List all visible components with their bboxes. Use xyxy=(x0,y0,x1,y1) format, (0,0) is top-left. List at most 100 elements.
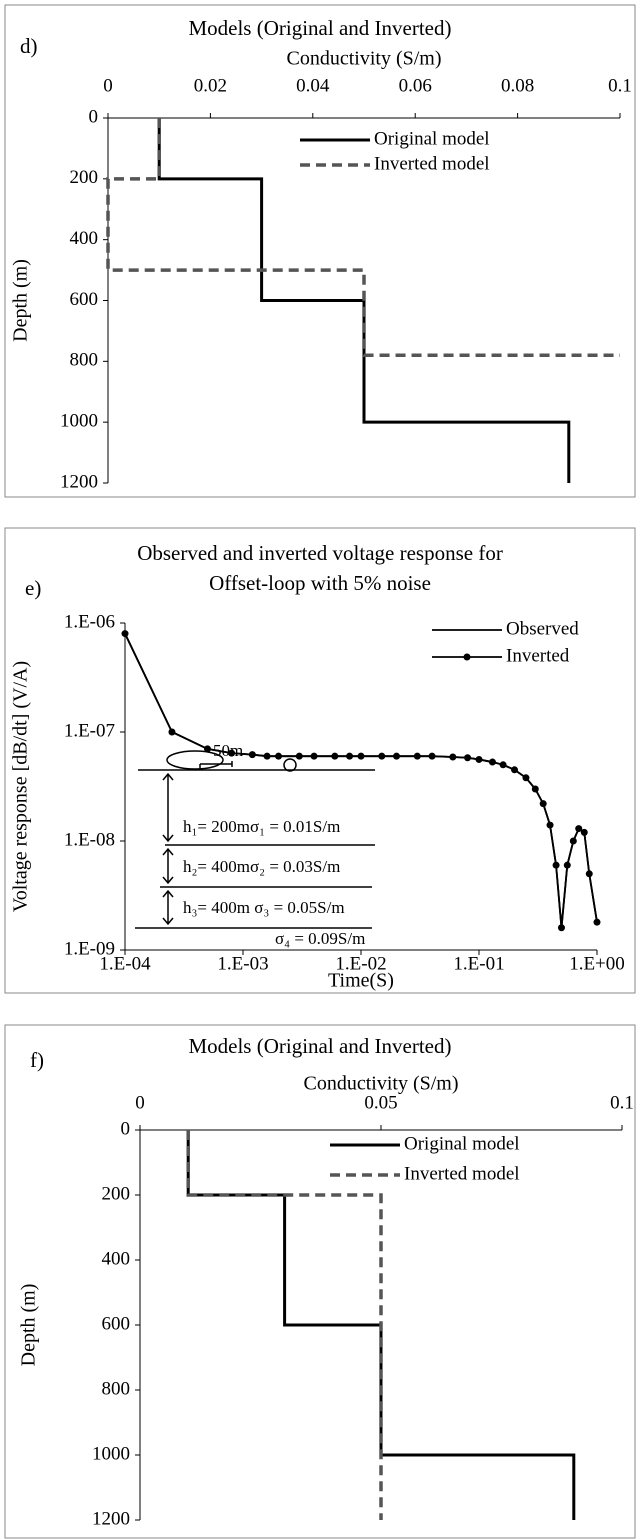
panel-label: f) xyxy=(30,1048,44,1072)
arrow xyxy=(162,772,174,843)
x-tick-label: 0.1 xyxy=(610,1092,634,1113)
point xyxy=(575,825,583,833)
annotation: h₂= 400mσ₂ = 0.03S/m xyxy=(183,857,340,876)
x-tick-label: 0.02 xyxy=(194,75,227,96)
annotation: σ₄ = 0.09S/m xyxy=(275,929,365,948)
point xyxy=(310,752,318,760)
series-line xyxy=(124,633,598,928)
point xyxy=(168,728,176,736)
x-tick-label: 0.08 xyxy=(501,75,534,96)
y-tick-label: 1000 xyxy=(60,411,98,432)
point xyxy=(475,755,483,763)
y-axis-label: Depth (m) xyxy=(18,1284,40,1367)
series-line xyxy=(157,118,571,483)
chart-title: Offset-loop with 5% noise xyxy=(209,571,431,595)
x-tick-label: 0 xyxy=(103,75,113,96)
point xyxy=(546,821,554,829)
point xyxy=(585,870,593,878)
series-line xyxy=(106,118,620,357)
point xyxy=(488,758,496,766)
y-tick-label: 800 xyxy=(70,350,99,371)
legend-label: Inverted model xyxy=(374,153,490,174)
y-tick-label: 400 xyxy=(102,1248,131,1269)
arrow xyxy=(162,889,174,926)
point xyxy=(552,861,560,869)
panel-label: d) xyxy=(20,34,38,58)
chart-title: Models (Original and Inverted) xyxy=(188,16,451,40)
x-axis-label: Time(S) xyxy=(328,970,394,992)
y-tick-label: 200 xyxy=(102,1183,131,1204)
y-tick-label: 600 xyxy=(70,289,99,310)
x-tick-label: 0 xyxy=(135,1092,145,1113)
point xyxy=(449,753,457,761)
arrow xyxy=(162,847,174,885)
point xyxy=(228,749,236,757)
y-tick-label: 400 xyxy=(70,228,99,249)
point xyxy=(522,774,530,782)
point xyxy=(413,752,421,760)
point xyxy=(346,752,354,760)
x-tick-label: 0.05 xyxy=(364,1092,397,1113)
point xyxy=(203,745,211,753)
x-axis-label: Conductivity (S/m) xyxy=(287,48,442,70)
point xyxy=(248,751,256,759)
point xyxy=(569,837,577,845)
point xyxy=(531,785,539,793)
receiver xyxy=(283,758,297,772)
y-tick-label: 600 xyxy=(102,1313,131,1334)
legend-marker xyxy=(463,653,471,661)
x-tick-label: 1.E-01 xyxy=(453,953,504,974)
legend-label: Observed xyxy=(506,618,579,639)
point xyxy=(331,752,339,760)
point xyxy=(295,752,303,760)
y-tick-label: 800 xyxy=(102,1378,131,1399)
y-tick-label: 1.E-09 xyxy=(64,938,115,959)
y-tick-label: 1.E-08 xyxy=(64,829,115,850)
point xyxy=(580,828,588,836)
point xyxy=(428,752,436,760)
legend-label: Original model xyxy=(374,128,490,149)
x-tick-label: 0.1 xyxy=(608,75,632,96)
chart-title: Observed and inverted voltage response f… xyxy=(137,541,503,565)
y-tick-label: 0 xyxy=(89,106,99,127)
y-tick-label: 0 xyxy=(121,1118,131,1139)
y-tick-label: 1200 xyxy=(92,1508,130,1529)
y-axis-label: Depth (m) xyxy=(10,259,32,342)
chart-title: Models (Original and Inverted) xyxy=(188,1034,451,1058)
x-tick-label: 1.E+00 xyxy=(569,953,625,974)
point xyxy=(593,918,601,926)
x-tick-label: 1.E-02 xyxy=(335,953,386,974)
point xyxy=(563,861,571,869)
y-axis-label: Voltage response [dB/dt] (V/A) xyxy=(10,661,32,912)
x-tick-label: 1.E-03 xyxy=(217,953,268,974)
y-tick-label: 1000 xyxy=(92,1443,130,1464)
loop xyxy=(166,750,224,770)
y-tick-label: 1.E-06 xyxy=(64,611,115,632)
legend-label: Inverted xyxy=(506,645,570,666)
point xyxy=(121,630,129,638)
point xyxy=(539,800,547,808)
x-tick-label: 0.06 xyxy=(399,75,432,96)
point xyxy=(557,924,565,932)
y-tick-label: 1.E-07 xyxy=(64,720,115,741)
point xyxy=(357,752,365,760)
layer-diagram xyxy=(135,750,375,929)
annotation: h₃= 400m σ₃ = 0.05S/m xyxy=(183,898,345,917)
x-tick-label: 0.04 xyxy=(296,75,330,96)
series-line xyxy=(186,1130,383,1520)
panel-frame xyxy=(4,1024,636,1539)
point xyxy=(393,752,401,760)
y-tick-label: 1200 xyxy=(60,471,98,492)
y-tick-label: 200 xyxy=(70,167,99,188)
x-axis-label: Conductivity (S/m) xyxy=(304,1073,459,1095)
point xyxy=(263,752,271,760)
point xyxy=(464,754,472,762)
point xyxy=(275,752,283,760)
legend-label: Original model xyxy=(404,1133,520,1154)
offset-bracket xyxy=(199,761,233,770)
annotation: h₁= 200mσ₁ = 0.01S/m xyxy=(183,817,340,836)
panel-frame xyxy=(4,527,636,994)
legend-label: Inverted model xyxy=(404,1163,520,1184)
x-tick-label: 1.E-04 xyxy=(99,953,151,974)
